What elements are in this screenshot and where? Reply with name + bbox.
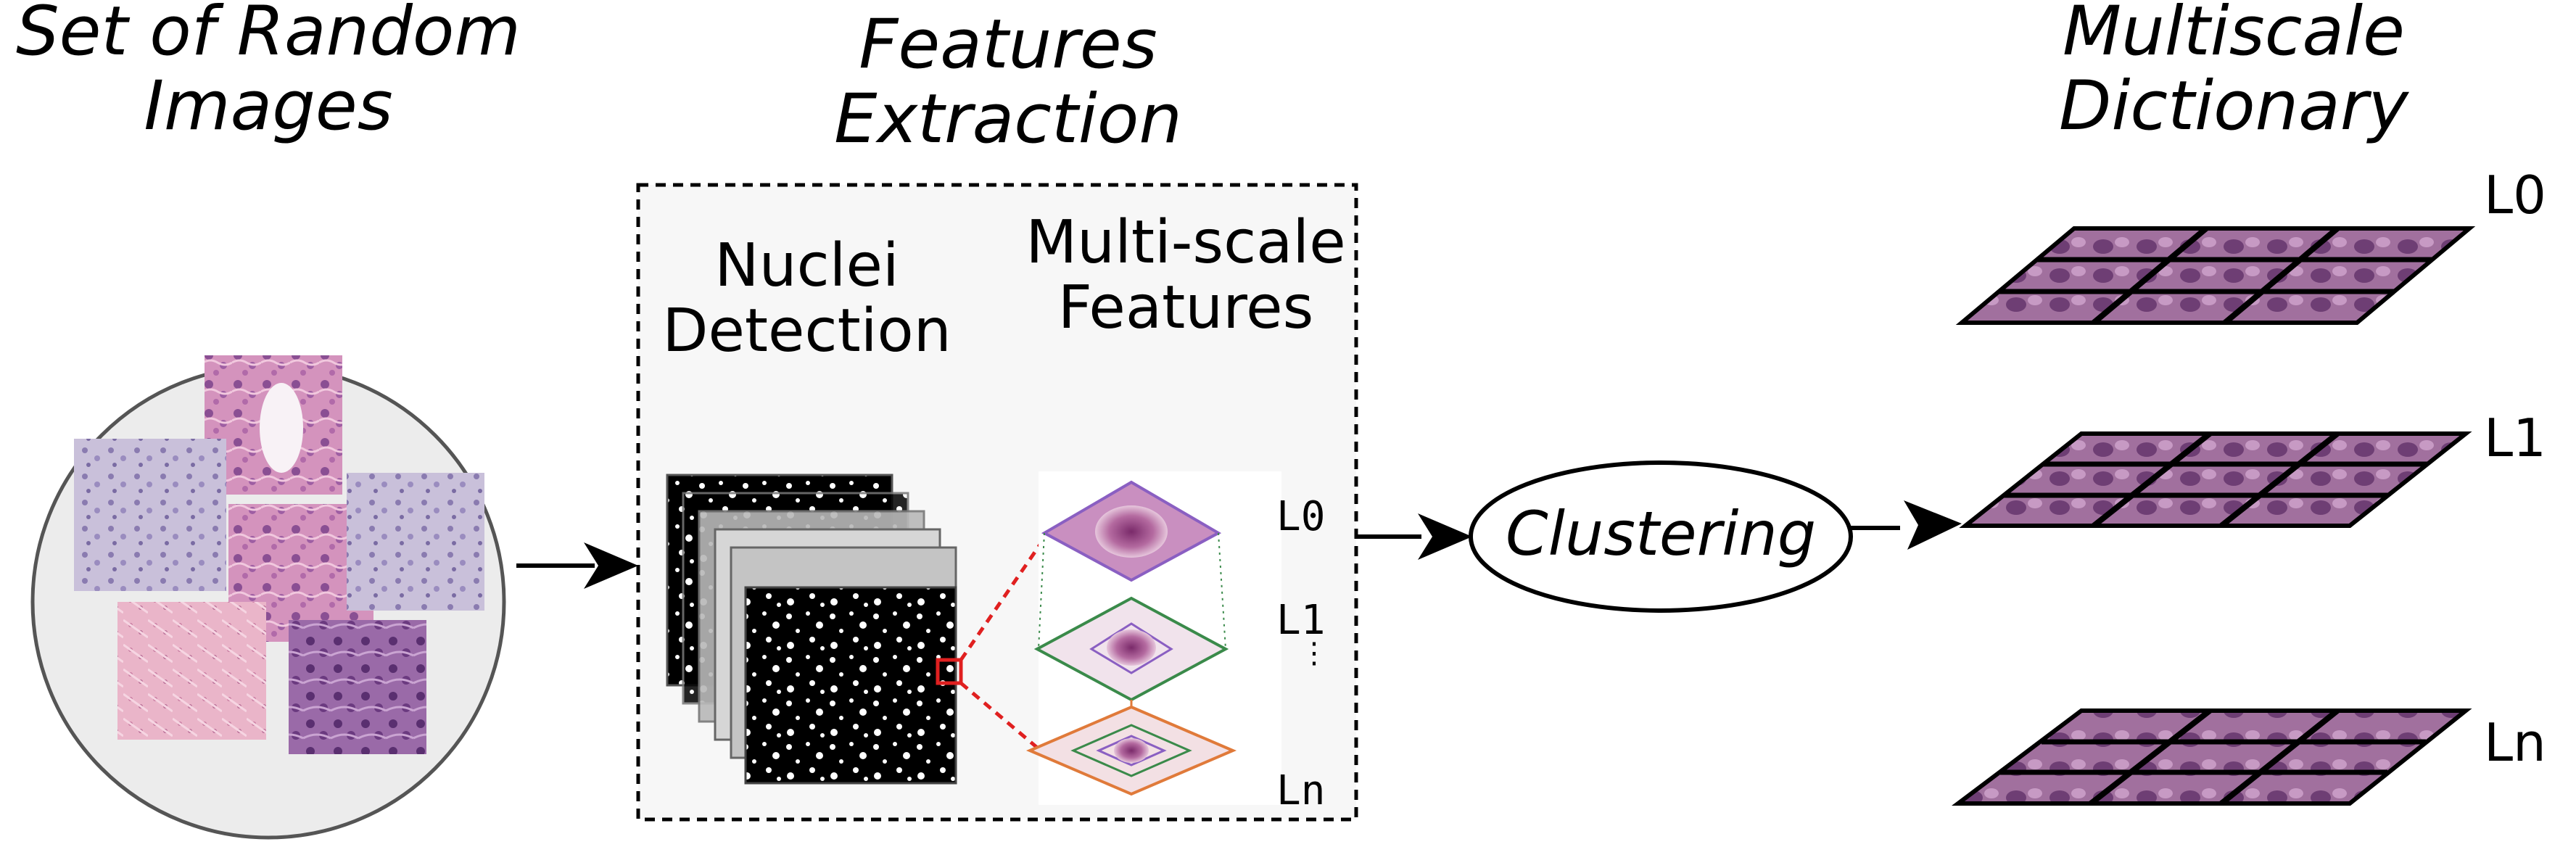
arrow-extraction-to-clustering: [1356, 513, 1472, 560]
random-images-group: [30, 355, 506, 840]
pyramid-ellipsis: ⋮: [1300, 637, 1329, 670]
arrow-input-to-extraction: [516, 542, 638, 589]
pyramid-label-l1: L1: [1276, 597, 1326, 644]
pyramid-level-n-inner-purple: [1096, 735, 1167, 767]
tissue-image-bottom-left: [117, 602, 266, 740]
dictionary-label-l1: L1: [2484, 408, 2546, 468]
nucleus-highlight-box: [936, 658, 963, 685]
pyramid-level-1-nucleus: [1107, 629, 1156, 666]
arrow-clustering-to-dictionary: [1851, 500, 1962, 550]
input-title-line2: Images: [144, 67, 393, 146]
dictionary-level-1: [1959, 431, 2472, 529]
pyramid-level-0-nucleus: [1095, 505, 1168, 558]
dictionary-title-line2: Dictionary: [2058, 67, 2409, 146]
nuclei-title-line1: Nuclei: [714, 231, 899, 300]
dictionary-label-ln: Ln: [2484, 712, 2546, 773]
input-stage-title: Set of Random Images: [0, 0, 537, 144]
nuclei-mask-stack: [666, 474, 963, 785]
clustering-label: Clustering: [1505, 498, 1817, 569]
multiscale-pyramid: [1025, 471, 1281, 805]
dictionary-stage-title: Multiscale Dictionary: [2016, 0, 2451, 144]
pyramid-level-n-inner-green: [1070, 724, 1192, 777]
nuclei-detection-title: Nuclei Detection: [649, 231, 965, 366]
zoom-line-bottom: [959, 682, 1042, 752]
tissue-lumen: [260, 383, 303, 473]
tissue-image-left: [74, 439, 226, 591]
extraction-stage-title: Features Extraction: [790, 7, 1226, 157]
extraction-title-line1: Features: [859, 5, 1157, 84]
multiscale-title-line2: Features: [1057, 273, 1314, 343]
input-title-line1: Set of Random: [16, 0, 521, 71]
multiscale-title-line1: Multi-scale: [1025, 208, 1346, 277]
pyramid-level-1-inner: [1089, 622, 1173, 674]
dictionary-level-0: [1955, 226, 2476, 326]
mask-layer-front: [744, 586, 957, 785]
tissue-image-bottom-right: [289, 620, 426, 754]
pyramid-label-ln: Ln: [1276, 767, 1326, 814]
pyramid-level-n-nucleus: [1114, 738, 1149, 763]
multiscale-features-title: Multi-scale Features: [1012, 210, 1360, 341]
dictionary-label-l0: L0: [2484, 165, 2546, 226]
pyramid-label-l0: L0: [1276, 493, 1326, 540]
dictionary-title-line1: Multiscale: [2063, 0, 2405, 71]
extraction-title-line2: Extraction: [834, 80, 1182, 160]
zoom-line-top: [959, 532, 1050, 661]
dictionary-level-n: [1952, 708, 2472, 806]
tissue-image-right: [347, 473, 484, 611]
nuclei-title-line2: Detection: [662, 297, 951, 366]
clustering-ellipse: [1469, 460, 1853, 613]
